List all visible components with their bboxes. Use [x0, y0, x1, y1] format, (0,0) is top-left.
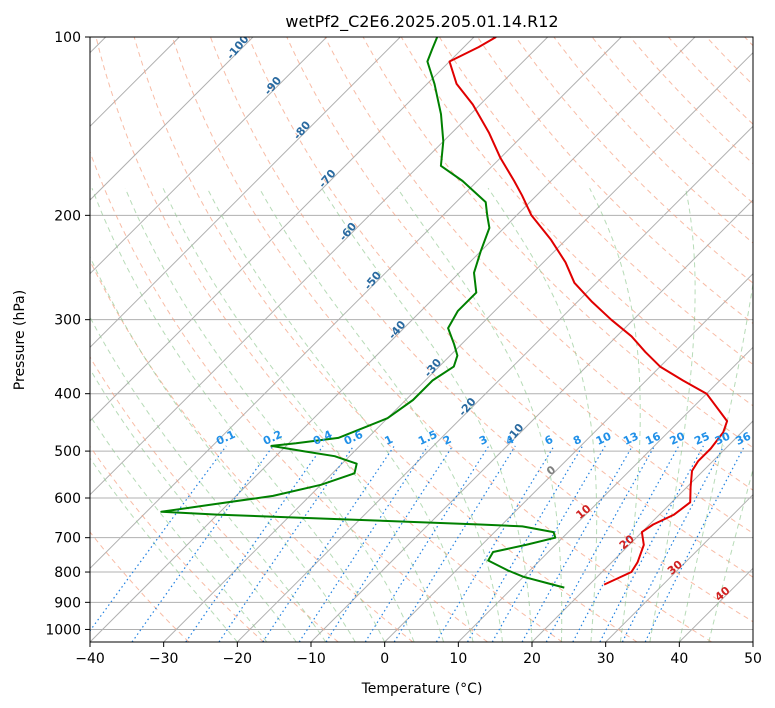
mixing-ratio-line [435, 445, 555, 642]
y-tick-label: 400 [54, 387, 81, 403]
mixing-ratio-line [545, 445, 656, 642]
isotherm-line [384, 272, 753, 642]
dry-adiabat-line [90, 259, 414, 642]
dry-adiabat-line [362, 37, 753, 449]
x-tick-label: 30 [597, 651, 615, 667]
x-tick-label: 40 [670, 651, 688, 667]
moist-adiabat-line [649, 188, 696, 642]
y-tick-label: 500 [54, 444, 81, 460]
x-tick-label: −30 [149, 651, 179, 667]
isotherm-line [90, 37, 622, 570]
plot-area [90, 37, 753, 642]
isotherm-line [90, 37, 254, 201]
moist-adiabat-line [90, 414, 268, 642]
moist-adiabat-line [321, 187, 533, 642]
isotherm-line [605, 493, 753, 642]
y-tick-label: 300 [54, 313, 81, 329]
x-tick-label: −10 [296, 651, 326, 667]
moist-adiabat-line [206, 187, 474, 642]
x-tick-label: −20 [223, 651, 253, 667]
moist-adiabat-line [90, 255, 356, 642]
y-tick-label: 800 [54, 565, 81, 581]
x-tick-label: 20 [523, 651, 541, 667]
mixing-ratio-line [364, 445, 490, 642]
mixing-ratio-label: 25 [692, 430, 711, 448]
dry-adiabat-line [286, 37, 753, 534]
dry-adiabat-line [90, 531, 190, 642]
moist-adiabat-line [162, 187, 445, 642]
dry-adiabat-line [210, 37, 753, 623]
y-tick-label: 700 [54, 531, 81, 547]
dry-adiabat-line [90, 356, 339, 642]
dewpoint-profile-line [160, 37, 565, 589]
mixing-ratio-line [491, 445, 606, 642]
isotherm-line [236, 125, 753, 642]
mixing-ratio-label: 36 [734, 429, 754, 447]
y-tick-label: 100 [54, 30, 81, 46]
moist-adiabat-line [396, 187, 563, 642]
dry-adiabat-line [95, 37, 563, 642]
isotherm-line [163, 51, 753, 642]
dry-adiabat-line [248, 37, 753, 578]
y-tick-label: 600 [54, 491, 81, 507]
moist-adiabat-line [589, 187, 641, 642]
isotherm-line [90, 37, 401, 349]
mixing-ratio-line [521, 445, 634, 642]
y-tick-label: 900 [54, 595, 81, 611]
axes: −40 −30 −20 −10 0 10 20 30 40 50 100 200 300 400 500 60… [45, 30, 762, 667]
mixing-ratio-label: 20 [668, 429, 688, 447]
y-tick-label: 200 [54, 208, 81, 224]
dry-adiabat-line [133, 37, 638, 642]
moist-adiabat-line [708, 467, 753, 642]
isotherm-line [90, 37, 328, 275]
mixing-ratio-label: 30 [713, 429, 733, 447]
isotherm-line [90, 37, 475, 422]
dry-adiabat-line [324, 37, 753, 491]
y-axis-label: Pressure (hPa) [12, 290, 28, 390]
mixing-ratio-label: 16 [643, 429, 663, 447]
plot-frame [89, 36, 754, 643]
x-tick-label: 50 [744, 651, 762, 667]
chart-title: wetPf2_C2E6.2025.205.01.14.R12 [285, 12, 558, 32]
x-tick-label: 10 [449, 651, 467, 667]
mixing-ratio-line [262, 445, 395, 642]
moist-adiabat-line [91, 188, 386, 642]
x-tick-label: −40 [75, 651, 105, 667]
mixing-ratio-label: 10 [594, 429, 614, 447]
x-tick-label: 0 [380, 651, 389, 667]
x-axis-label: Temperature (°C) [361, 681, 483, 697]
mixing-ratio-label: 13 [621, 430, 640, 448]
moist-adiabat-line [678, 280, 753, 642]
mixing-ratio-line [325, 445, 454, 642]
mixing-ratio-line [466, 445, 584, 642]
isotherm-line [90, 37, 549, 496]
mixing-ratio-line [393, 445, 516, 642]
isotherm-line [90, 37, 696, 642]
mixing-ratio-line [298, 445, 429, 642]
dry-adiabat-line [438, 37, 753, 366]
y-tick-label: 1000 [45, 622, 81, 638]
moist-adiabat-line [90, 368, 297, 642]
temperature-profile-line [448, 37, 729, 586]
mixing-ratio-line [572, 445, 680, 642]
dry-adiabat-line [400, 37, 753, 407]
moist-adiabat-line [258, 187, 503, 642]
moist-adiabat-line [487, 187, 598, 642]
